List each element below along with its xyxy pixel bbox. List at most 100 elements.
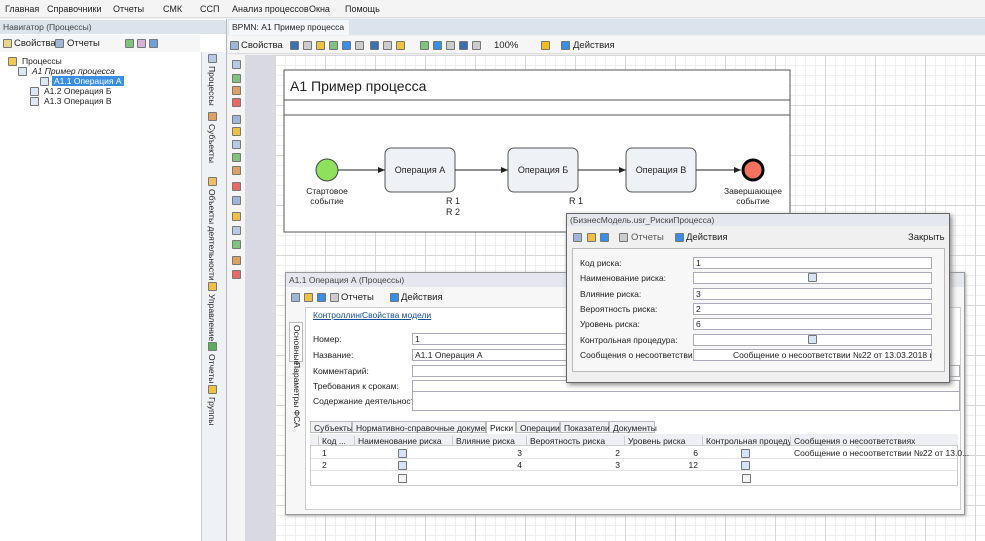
icon [355, 41, 364, 50]
field-label: Наименование риска: [580, 273, 667, 283]
icon [208, 112, 217, 121]
side-tab[interactable]: Группы [207, 397, 217, 426]
field-value: Сообщение о несоответствии №22 от 13.03.… [733, 350, 931, 360]
navigator-panel [0, 19, 227, 541]
tree-item[interactable]: А1.1 Операция А [52, 76, 124, 86]
icon [742, 474, 751, 483]
column-header[interactable]: Наименование риска [354, 436, 452, 446]
table-row[interactable] [311, 459, 957, 471]
table-cell: 2 [615, 448, 620, 458]
menu-item[interactable]: Отчеты [113, 4, 145, 14]
side-tab-text[interactable]: Основные [292, 325, 302, 366]
tool-strip [228, 55, 245, 541]
menu-item[interactable]: ССП [200, 4, 220, 14]
icon [446, 41, 455, 50]
tree-item[interactable]: А1.2 Операция Б [44, 86, 112, 96]
tab[interactable]: Нормативно-справочные документы [352, 421, 500, 433]
column-header[interactable]: Контрольная процедура [702, 436, 790, 446]
icon [330, 293, 339, 302]
tab[interactable]: Операции [516, 421, 560, 433]
toolbar-button[interactable]: Действия [686, 232, 728, 243]
side-tab[interactable]: Управление [207, 294, 217, 342]
column-header[interactable]: Сообщения о несоответствиях [790, 436, 958, 446]
toolbar-button[interactable]: Отчеты [341, 292, 374, 303]
tab[interactable]: Показатели [560, 421, 610, 433]
side-tab[interactable] [289, 322, 303, 362]
table-cell: 4 [517, 460, 522, 470]
icon [342, 41, 351, 50]
icon [232, 60, 241, 69]
menu-item[interactable]: Помощь [345, 4, 380, 14]
icon [573, 233, 582, 242]
icon [370, 41, 379, 50]
menu-item[interactable]: Анализ процессов [232, 4, 309, 14]
input-box[interactable] [693, 288, 932, 300]
tree-item[interactable]: Процессы [22, 56, 62, 66]
icon [741, 461, 750, 470]
toolbar-button[interactable]: Свойства [241, 40, 283, 51]
toolbar-button[interactable]: Действия [401, 292, 443, 303]
toolbar-button[interactable]: Действия [573, 40, 615, 51]
tab[interactable]: Субъекты [310, 421, 353, 433]
menu-item[interactable]: Справочники [47, 4, 102, 14]
column-header[interactable]: Код ... [318, 436, 354, 446]
tree-item[interactable]: А1.3 Операция В [44, 96, 112, 106]
side-tab-text[interactable]: Параметры ФСА [292, 362, 302, 428]
toolbar-button[interactable]: Закрыть [908, 232, 945, 243]
icon [420, 41, 429, 50]
table-cell: 12 [688, 460, 698, 470]
column-header[interactable]: Влияние риска [452, 436, 526, 446]
dialog-title: (БизнесМодель.usr_РискиПроцесса) [570, 215, 715, 225]
column-header[interactable]: Уровень риска [624, 436, 702, 446]
toolbar-button[interactable]: Отчеты [631, 232, 664, 243]
task-label: Операция В [635, 165, 687, 175]
side-tab-strip [201, 52, 226, 541]
icon [316, 41, 325, 50]
icon [232, 226, 241, 235]
menu-item[interactable]: Главная [5, 4, 40, 14]
toolbar-zoom[interactable]: 100% [494, 40, 519, 51]
tree-item[interactable]: А1 Пример процесса [32, 66, 115, 76]
side-tab[interactable]: Отчеты [207, 354, 217, 384]
link[interactable]: Контроллинг [313, 310, 363, 320]
link[interactable]: Свойства модели [362, 310, 432, 320]
icon [232, 140, 241, 149]
icon [398, 449, 407, 458]
field-label: Контрольная процедура: [580, 335, 678, 345]
icon [390, 293, 399, 302]
icon [329, 41, 338, 50]
icon [232, 182, 241, 191]
editor-tab[interactable]: BPMN: А1 Пример процесса [229, 20, 349, 35]
tab[interactable]: Документы [609, 421, 657, 433]
field-label: Код риска: [580, 258, 622, 268]
toolbar-button[interactable]: Свойства [14, 38, 56, 49]
icon [383, 41, 392, 50]
table-row[interactable] [311, 447, 957, 459]
toolbar-button[interactable]: Отчеты [67, 38, 100, 49]
side-tab[interactable]: Субъекты [207, 124, 217, 163]
column-header[interactable]: Вероятность риска [526, 436, 624, 446]
icon [208, 385, 217, 394]
icon [3, 39, 12, 48]
tab[interactable]: Риски [486, 421, 516, 433]
input-box[interactable] [693, 303, 932, 315]
editor-header [228, 19, 985, 35]
field-label: Сообщения о несоответствиях: [580, 350, 704, 360]
input-box[interactable] [693, 257, 932, 269]
input-box[interactable] [412, 333, 572, 345]
side-tab[interactable]: Объекты деятельности [207, 189, 217, 281]
input-box[interactable] [412, 391, 960, 411]
input-box[interactable] [693, 349, 932, 361]
icon [232, 153, 241, 162]
icon [208, 177, 217, 186]
field-label: Номер: [313, 334, 342, 344]
icon [741, 449, 750, 458]
icon [40, 77, 49, 86]
side-tab[interactable]: Процессы [207, 66, 217, 106]
icon [208, 342, 217, 351]
input-box[interactable] [693, 318, 932, 330]
menu-item[interactable]: Окна [309, 4, 330, 14]
menu-item[interactable]: СМК [163, 4, 183, 14]
field-value: 1 [415, 334, 420, 344]
